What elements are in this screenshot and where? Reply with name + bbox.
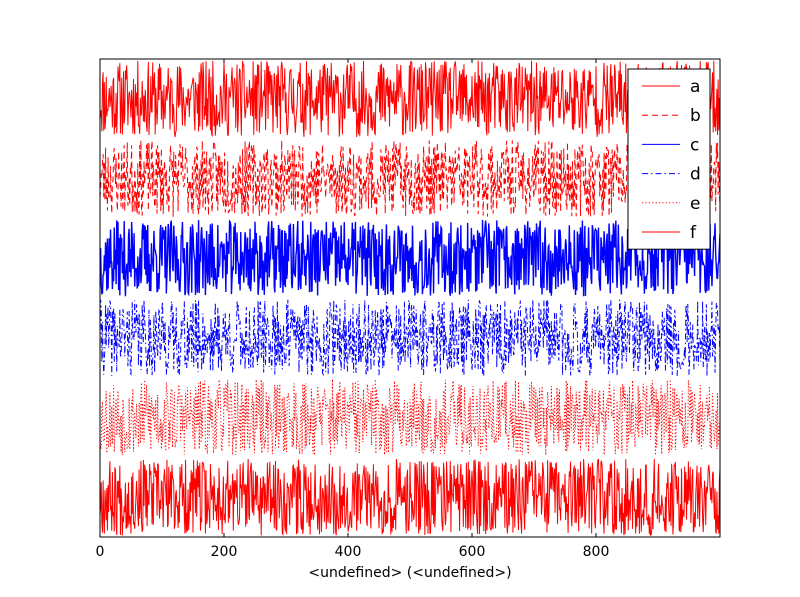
series-layer xyxy=(100,60,720,537)
series-line-a xyxy=(100,60,720,138)
legend-label-a: a xyxy=(690,77,700,97)
series-line-e xyxy=(100,378,720,456)
legend-label-e: e xyxy=(690,194,700,214)
series-line-d xyxy=(100,299,720,377)
legend-label-d: d xyxy=(690,165,701,185)
x-axis: 0 200 400 600 800 xyxy=(96,59,610,560)
legend-label-c: c xyxy=(690,135,699,155)
x-tick-label: 600 xyxy=(459,544,486,560)
x-tick-label: 0 xyxy=(96,544,105,560)
x-tick-label: 200 xyxy=(211,544,238,560)
plot-background xyxy=(100,59,720,537)
plot-frame xyxy=(99,58,721,538)
x-tick-label: 400 xyxy=(335,544,362,560)
x-axis-label: <undefined> (<undefined>) xyxy=(308,565,511,581)
series-line-f xyxy=(100,458,720,537)
series-line-c xyxy=(100,219,720,297)
legend-box xyxy=(627,68,711,250)
legend-label-f: f xyxy=(690,223,697,243)
series-line-b xyxy=(100,140,720,217)
legend-label-b: b xyxy=(690,106,701,126)
x-tick-label: 800 xyxy=(583,544,610,560)
